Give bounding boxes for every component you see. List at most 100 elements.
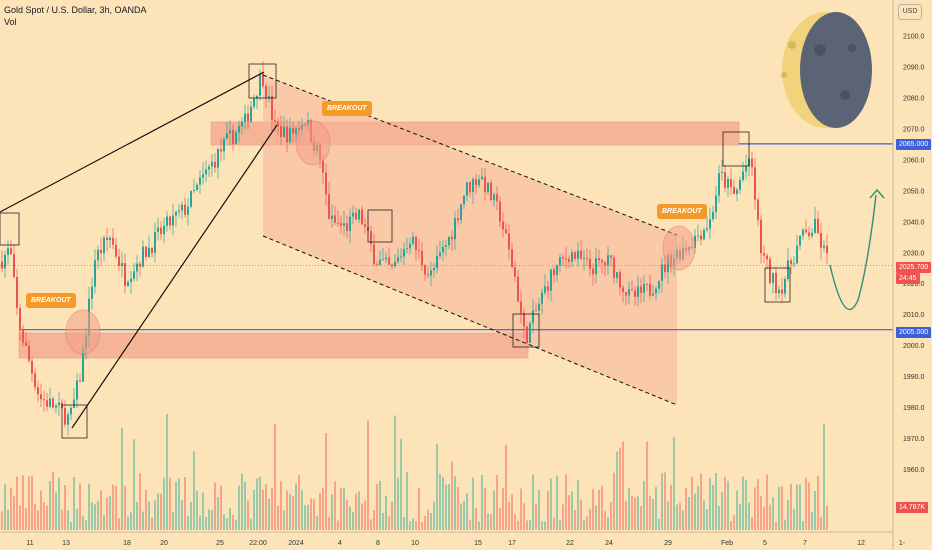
volume-bar [67, 510, 69, 530]
candle-body [391, 264, 393, 267]
candle-body [7, 248, 9, 255]
volume-bar [43, 502, 45, 530]
candle-body [208, 166, 210, 170]
y-tick-label: 2050.0 [903, 188, 925, 195]
volume-bar [298, 475, 300, 530]
volume-bar [745, 479, 747, 530]
currency-button[interactable]: USD [898, 4, 922, 20]
candle-body [796, 245, 798, 264]
candle-body [142, 246, 144, 267]
volume-bar [205, 516, 207, 530]
y-tick-label: 2040.0 [903, 219, 925, 226]
candle-body [583, 258, 585, 259]
volume-bar [568, 495, 570, 530]
candle-body [328, 194, 330, 219]
volume-bar [307, 504, 309, 530]
volume-bar [715, 473, 717, 530]
candle-body [568, 258, 570, 262]
candle-body [361, 209, 363, 225]
volume-bar [274, 423, 276, 530]
volume-bar [400, 438, 402, 530]
y-tick-label: 2100.0 [903, 33, 925, 40]
volume-bar [178, 478, 180, 530]
volume-bar [766, 474, 768, 530]
volume-bar [13, 496, 15, 530]
volume-bar [466, 493, 468, 530]
volume-bar [193, 451, 195, 530]
channel-lower [262, 235, 678, 406]
volume-bar [574, 510, 576, 530]
candle-body [211, 161, 213, 167]
candle-body [394, 261, 396, 267]
candle-body [823, 245, 825, 248]
volume-bar [523, 503, 525, 530]
candle-body [802, 229, 804, 236]
volume-bar [571, 491, 573, 530]
candle-body [280, 126, 282, 138]
candle-body [790, 260, 792, 265]
volume-bar [295, 483, 297, 530]
volume-bar [202, 492, 204, 530]
candle-body [217, 149, 219, 168]
candle-body [730, 179, 732, 188]
volume-bar [256, 478, 258, 530]
volume-bar [607, 517, 609, 530]
candle-body [136, 263, 138, 272]
candle-body [154, 231, 156, 253]
candle-body [487, 182, 489, 193]
candle-body [37, 387, 39, 395]
x-tick-label: 25 [216, 540, 224, 547]
candle-body [373, 244, 375, 265]
y-tick-label: 1970.0 [903, 436, 925, 443]
candle-body [508, 233, 510, 250]
volume-bar [142, 511, 144, 530]
candle-body [727, 179, 729, 188]
volume-bar [286, 490, 288, 530]
candle-body [460, 204, 462, 221]
volume-bar [73, 476, 75, 530]
candle-body [613, 257, 615, 278]
volume-layer [1, 414, 828, 530]
candle-body [700, 235, 702, 240]
volume-bar [598, 489, 600, 530]
volume-bar [244, 481, 246, 530]
candle-body [601, 260, 603, 263]
candle-body [241, 121, 243, 127]
candle-body [517, 276, 519, 302]
volume-bar [31, 475, 33, 530]
volume-bar [16, 476, 18, 530]
volume-bar [424, 516, 426, 530]
x-tick-label: 1- [899, 540, 906, 547]
volume-bar [61, 509, 63, 530]
x-tick-label: 11 [26, 540, 33, 547]
candle-body [640, 286, 642, 293]
candle-body [529, 323, 531, 343]
projection-path [829, 194, 877, 311]
volume-bar [493, 490, 495, 530]
volume-bar [52, 472, 54, 530]
candle-body [826, 245, 828, 254]
volume-bar [229, 508, 231, 530]
volume-bar [796, 484, 798, 530]
candle-body [130, 278, 132, 282]
breakout-circle [65, 309, 101, 355]
volume-bar [196, 490, 198, 530]
volume-bar [388, 516, 390, 530]
volume-bar [277, 505, 279, 530]
volume-bar [820, 516, 822, 530]
volume-bar [814, 491, 816, 530]
candle-body [538, 303, 540, 311]
candle-body [592, 268, 594, 275]
candle-body [784, 279, 786, 294]
candle-body [13, 254, 15, 277]
volume-bar [718, 506, 720, 530]
volume-bar [709, 477, 711, 530]
candle-body [427, 274, 429, 276]
volume-bar [49, 481, 51, 530]
candle-body [298, 128, 300, 130]
candle-body [499, 201, 501, 222]
volume-bar [322, 487, 324, 530]
candle-body [496, 194, 498, 202]
volume-bar [46, 505, 48, 530]
